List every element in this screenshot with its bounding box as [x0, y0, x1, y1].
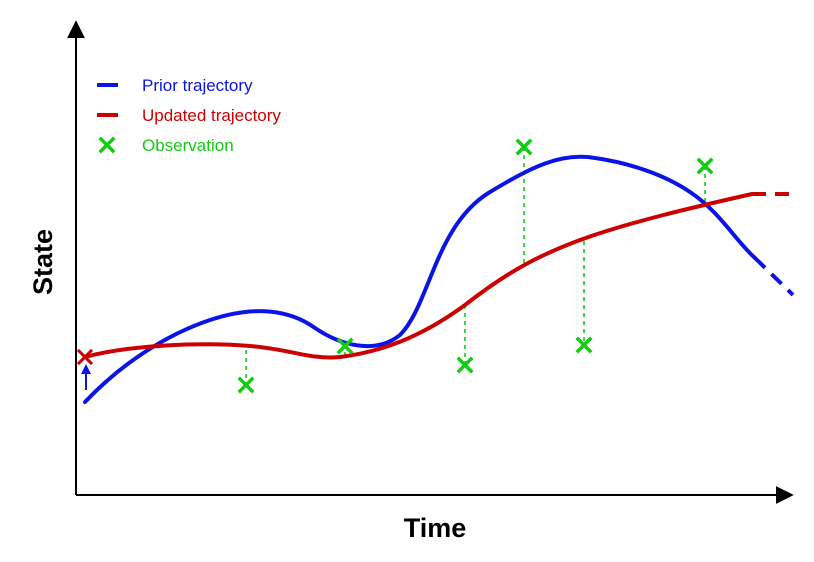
- observation-cross-icon: [696, 157, 714, 175]
- legend-item-prior: Prior trajectory: [97, 76, 253, 95]
- legend-label-prior: Prior trajectory: [142, 76, 253, 95]
- prior-trajectory-line: [83, 154, 757, 404]
- observation-cross-icon: [456, 356, 474, 374]
- legend-label-updated: Updated trajectory: [142, 106, 281, 125]
- observation-cross-icon: [237, 376, 255, 394]
- legend-item-updated: Updated trajectory: [97, 106, 281, 125]
- legend-item-observation: Observation: [98, 136, 234, 155]
- legend-label-observation: Observation: [142, 136, 234, 155]
- observation-cross-icon: [336, 337, 354, 355]
- observation-cross-icon: [515, 138, 533, 156]
- y-axis-label: State: [28, 229, 58, 295]
- legend-cross-icon: [98, 136, 116, 154]
- legend: Prior trajectory Updated trajectory Obse…: [97, 76, 281, 155]
- prior-trajectory-forecast: [753, 256, 795, 297]
- updated-trajectory-line: [83, 192, 754, 360]
- observation-cross-icon: [575, 336, 593, 354]
- initial-state-cross-icon: [76, 348, 94, 366]
- x-axis-label: Time: [404, 513, 467, 543]
- observations: [237, 138, 714, 394]
- innovation-lines: [245, 147, 706, 384]
